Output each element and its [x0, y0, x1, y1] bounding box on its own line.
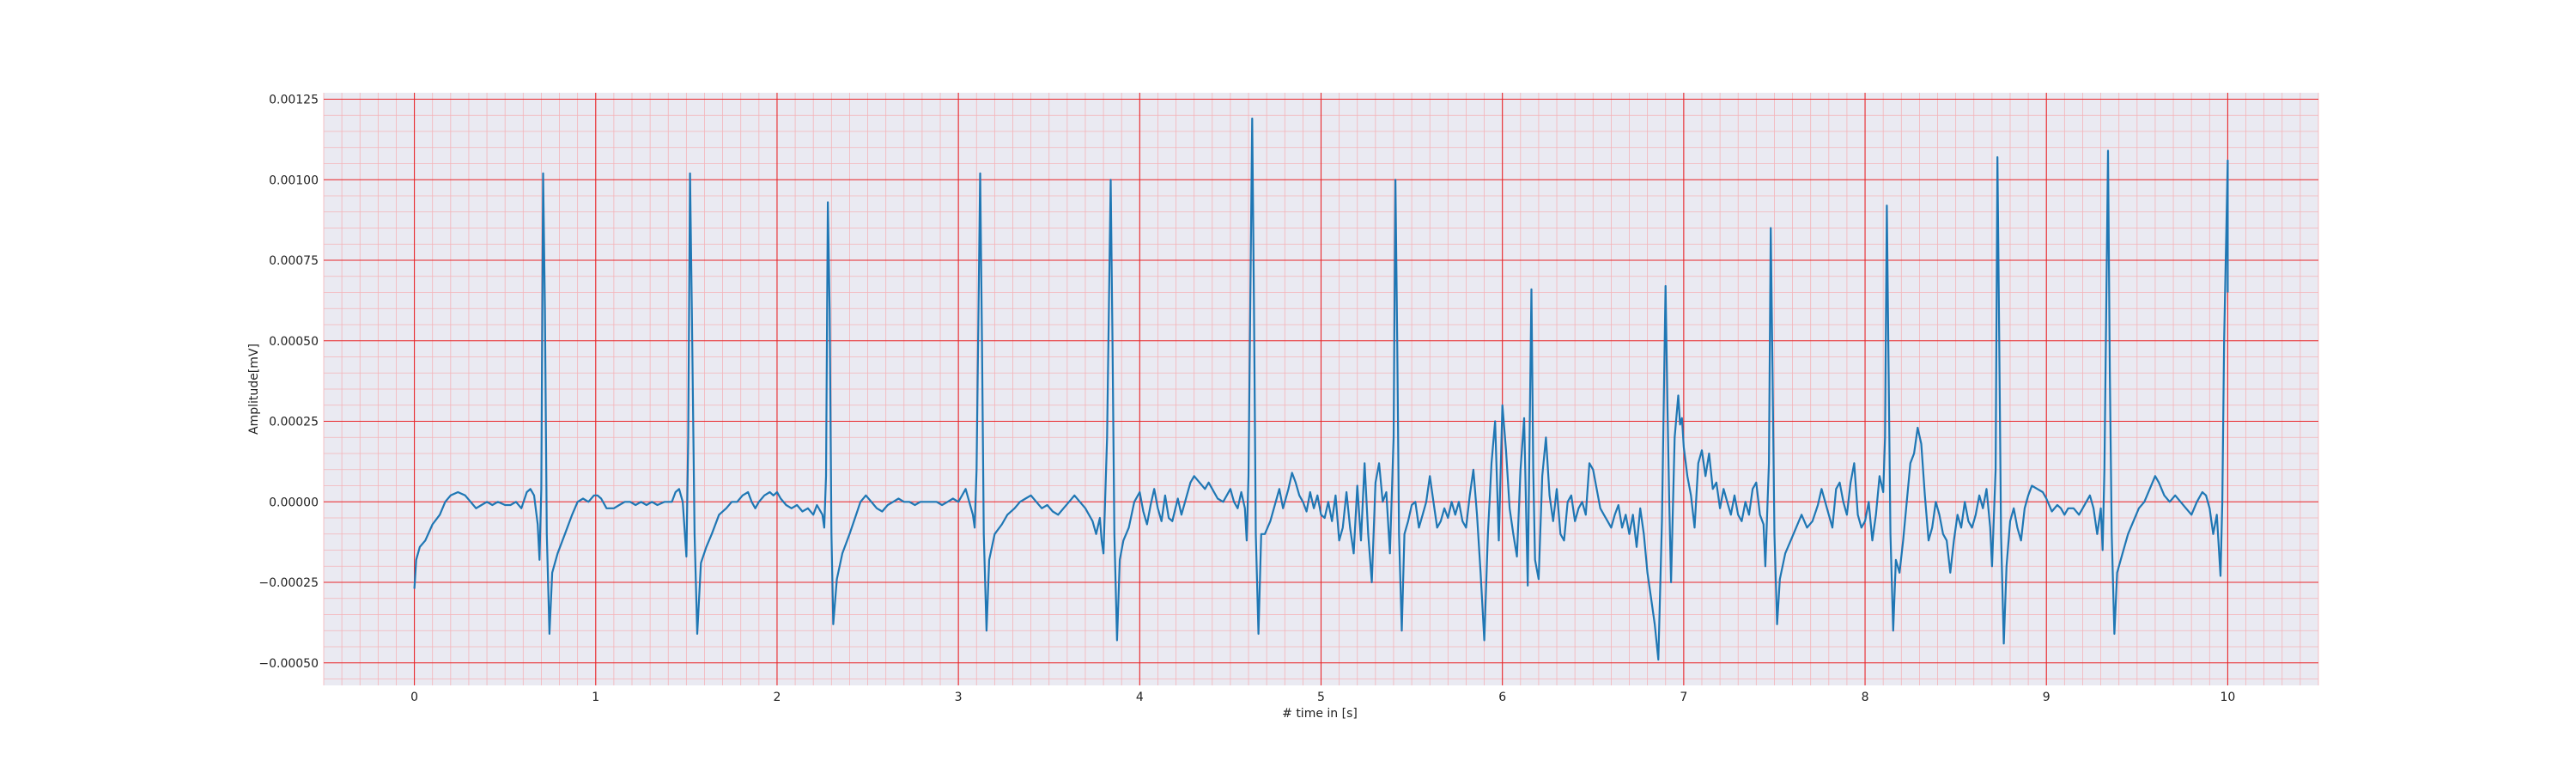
y-tick-label: 0.00050 [269, 335, 319, 349]
y-tick-label: 0.00025 [269, 416, 319, 429]
y-tick-label: 0.00075 [269, 254, 319, 268]
x-tick-label: 6 [1498, 691, 1506, 704]
y-axis-label: Amplitude[mV] [247, 344, 261, 435]
y-tick-label: −0.00025 [258, 576, 319, 590]
major-grid [324, 93, 2318, 685]
x-axis-ticks: 0 1 2 3 4 5 6 7 8 9 10 [410, 691, 2235, 704]
x-tick-label: 0 [410, 691, 418, 704]
y-tick-label: −0.00050 [258, 657, 319, 671]
y-tick-label: 0.00125 [269, 94, 319, 107]
x-tick-label: 3 [955, 691, 963, 704]
x-tick-label: 4 [1136, 691, 1144, 704]
x-tick-label: 7 [1680, 691, 1687, 704]
x-tick-label: 1 [592, 691, 599, 704]
x-tick-label: 2 [773, 691, 781, 704]
y-tick-label: 0.00000 [269, 496, 319, 509]
x-tick-label: 5 [1317, 691, 1325, 704]
x-tick-label: 10 [2220, 691, 2235, 704]
series-line [413, 117, 2229, 661]
y-axis-ticks: −0.00050 −0.00025 0.00000 0.00025 0.00050 0.0… [258, 94, 319, 671]
y-tick-label: 0.00100 [269, 173, 319, 187]
x-tick-label: 9 [2043, 691, 2050, 704]
x-tick-label: 8 [1862, 691, 1869, 704]
x-axis-label: # time in [s] [1282, 707, 1358, 721]
